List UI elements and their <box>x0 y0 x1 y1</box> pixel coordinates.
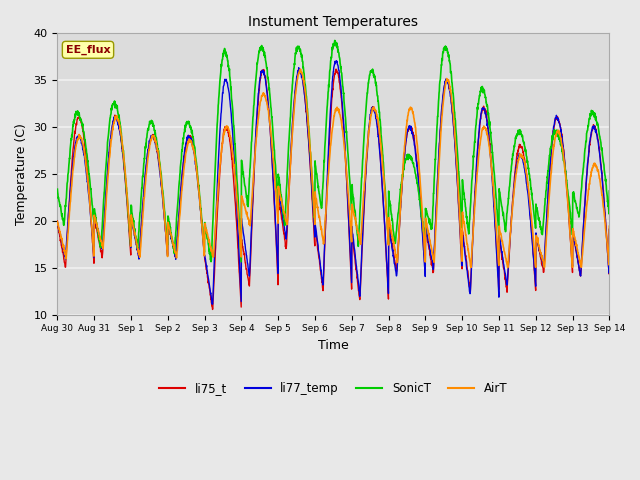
AirT <box>349 208 357 214</box>
li77_temp <box>350 240 358 245</box>
Text: EE_flux: EE_flux <box>66 45 110 55</box>
Line: li75_t: li75_t <box>58 69 609 310</box>
li75_t <box>54 218 61 224</box>
X-axis label: Time: Time <box>318 339 349 352</box>
AirT <box>573 243 580 249</box>
li75_t <box>207 300 215 305</box>
AirT <box>504 265 511 271</box>
SonicT <box>54 186 61 192</box>
li77_temp <box>494 276 502 282</box>
li77_temp <box>573 249 580 255</box>
li75_t <box>332 66 340 72</box>
li75_t <box>494 274 502 279</box>
Line: li77_temp: li77_temp <box>58 60 609 304</box>
li75_t <box>573 249 580 254</box>
li77_temp <box>557 127 565 132</box>
li75_t <box>557 128 565 133</box>
SonicT <box>350 198 358 204</box>
Legend: li75_t, li77_temp, SonicT, AirT: li75_t, li77_temp, SonicT, AirT <box>154 377 512 399</box>
SonicT <box>494 220 502 226</box>
AirT <box>54 219 61 225</box>
li77_temp <box>54 219 61 225</box>
li75_t <box>605 227 613 232</box>
li77_temp <box>362 170 369 176</box>
li77_temp <box>332 58 340 63</box>
AirT <box>207 249 215 254</box>
Line: SonicT: SonicT <box>58 40 609 262</box>
li75_t <box>362 172 369 178</box>
SonicT <box>557 142 565 148</box>
li77_temp <box>605 227 613 232</box>
AirT <box>605 223 613 229</box>
li77_temp <box>207 294 215 300</box>
li75_t <box>350 245 358 251</box>
li77_temp <box>209 301 216 307</box>
SonicT <box>362 109 369 115</box>
AirT <box>494 250 502 255</box>
AirT <box>557 136 565 142</box>
Line: AirT: AirT <box>58 69 609 268</box>
Title: Instument Temperatures: Instument Temperatures <box>248 15 419 29</box>
AirT <box>362 168 369 173</box>
SonicT <box>573 203 580 209</box>
SonicT <box>207 258 215 264</box>
Y-axis label: Temperature (C): Temperature (C) <box>15 123 28 225</box>
AirT <box>297 66 305 72</box>
SonicT <box>237 259 245 264</box>
li75_t <box>209 307 216 312</box>
SonicT <box>331 37 339 43</box>
SonicT <box>605 188 613 194</box>
